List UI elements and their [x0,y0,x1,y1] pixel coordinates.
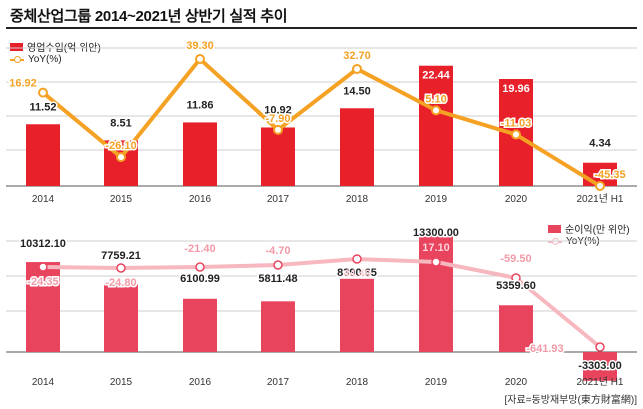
x-tick-label: 2018 [346,194,369,205]
source-note: [자료=동방재부망(東方財富網)] [504,395,637,406]
yoy-point-profit [195,262,205,272]
x-tick-label: 2017 [267,194,290,205]
bar-profit [104,284,138,352]
bar-profit [583,352,617,381]
legend-label-yoy: YoY(%) [28,54,62,65]
bar-label-profit: -3303.00 [578,360,621,372]
yoy-label-profit: -641.93 [526,343,563,355]
yoy-line-profit [42,257,602,349]
bar-profit [499,305,533,352]
yoy-point-revenue [38,87,48,98]
x-tick-label: 2015 [110,377,133,388]
x-tick-label: 2020 [505,194,528,205]
yoy-label-revenue: -26.10 [105,140,136,152]
yoy-point-revenue [116,152,126,163]
yoy-label-revenue: 16.92 [9,78,37,90]
bar-label-revenue: 8.51 [110,117,131,129]
yoy-point-profit [511,273,521,283]
x-tick-label: 2019 [425,377,448,388]
yoy-label-profit: 17.10 [422,242,450,254]
title-divider [6,27,637,29]
page-title: 중체산업그룹 2014~2021년 상반기 실적 추이 [10,8,288,25]
x-tick-label: 2018 [346,377,369,388]
yoy-label-revenue: 39.30 [186,40,214,52]
yoy-label-revenue: -7.90 [265,113,290,125]
bar-revenue [183,122,217,186]
yoy-point-profit [273,260,283,270]
bar-revenue [419,65,453,186]
bar-label-revenue: 22.44 [422,70,450,82]
legend-swatch-line [10,55,24,63]
bar-label-profit: 5811.48 [258,273,297,285]
yoy-point-profit [595,342,605,352]
x-tick-label: 2019 [425,194,448,205]
bar-profit [26,262,60,352]
yoy-point-profit [116,263,126,273]
x-tick-label: 2016 [189,194,212,205]
yoy-point-revenue [431,105,441,116]
legend-revenue-yoy: YoY(%) [10,53,101,66]
yoy-point-revenue [273,124,283,135]
x-tick-label: 2014 [32,377,55,388]
bar-revenue [261,127,295,186]
bar-profit [183,298,217,352]
yoy-point-revenue [511,129,521,140]
legend-label-profit: 순이익(만 위안) [565,225,630,236]
x-tick-label: 2021년 H1 [576,193,623,205]
bar-label-profit: 10312.10 [20,238,66,250]
bar-label-revenue: 19.96 [502,83,530,95]
yoy-label-revenue: -11.03 [501,118,532,130]
legend-swatch-bar [548,224,561,233]
bar-label-profit: 8390.65 [337,267,377,279]
yoy-label-profit: -21.40 [184,243,215,255]
bar-label-revenue: 11.86 [187,99,214,111]
x-tick-label: 2017 [267,377,290,388]
bar-label-profit: 5359.60 [496,280,536,292]
bar-label-profit: 7759.21 [101,250,141,262]
bar-profit [419,236,453,352]
bar-profit [261,301,295,352]
x-tick-label: 2014 [32,194,55,205]
yoy-point-revenue [352,63,362,74]
yoy-label-profit: -24.80 [105,277,136,289]
bar-label-profit: 13300.00 [413,227,459,239]
yoy-point-profit [38,262,48,272]
legend-profit-bar: 순이익(만 위안) [548,222,630,236]
x-tick-label: 2021년 H1 [576,376,623,388]
yoy-label-profit: -4.70 [265,245,290,257]
x-tick-label: 2016 [189,377,212,388]
yoy-line-revenue [41,57,602,188]
yoy-label-profit: -59.50 [500,253,531,265]
bar-label-revenue: 10.92 [264,104,292,116]
x-tick-label: 2015 [110,194,133,205]
yoy-label-revenue: 5.10 [425,93,446,105]
bar-label-revenue: 14.50 [343,85,371,97]
yoy-point-profit [431,257,441,267]
bar-label-revenue: 4.34 [589,138,611,150]
bar-label-profit: 6100.99 [180,273,220,285]
yoy-point-profit [352,254,362,264]
bar-revenue [26,124,60,186]
bar-revenue [340,108,374,186]
legend-swatch-bar [10,42,23,51]
yoy-label-revenue: 32.70 [343,50,371,62]
yoy-point-revenue [595,181,605,192]
yoy-label-revenue: -45.35 [594,169,625,181]
yoy-label-profit: 44.40 [343,268,371,280]
bar-profit [340,278,374,352]
yoy-point-revenue [195,54,205,65]
yoy-label-profit: -24.35 [27,276,58,288]
bar-label-revenue: 11.52 [30,101,57,113]
x-tick-label: 2020 [505,377,528,388]
